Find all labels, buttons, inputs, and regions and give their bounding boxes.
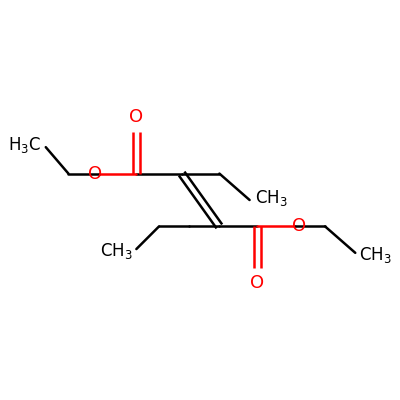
Text: O: O bbox=[88, 164, 102, 182]
Text: CH$_3$: CH$_3$ bbox=[100, 241, 132, 261]
Text: O: O bbox=[129, 108, 144, 126]
Text: H$_3$C: H$_3$C bbox=[8, 135, 41, 155]
Text: O: O bbox=[292, 218, 306, 236]
Text: O: O bbox=[250, 274, 264, 292]
Text: CH$_3$: CH$_3$ bbox=[359, 245, 392, 265]
Text: CH$_3$: CH$_3$ bbox=[255, 188, 288, 208]
